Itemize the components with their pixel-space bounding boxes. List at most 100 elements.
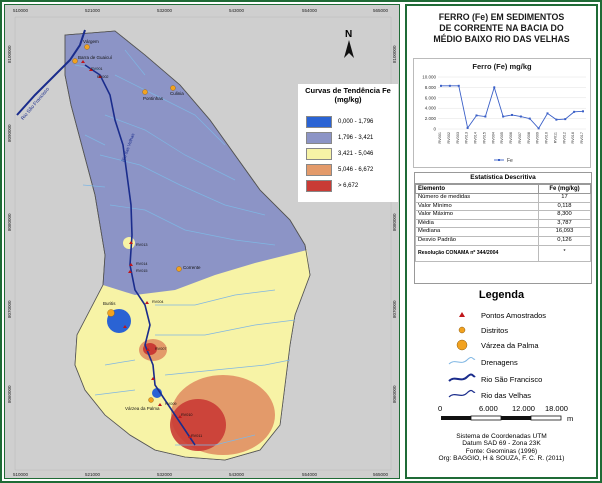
stat-label: Média [415,218,539,229]
stat-value: 0,118 [538,201,591,212]
curva-label: 3,421 - 5,046 [338,151,374,157]
x-tick-label: RV003 [456,132,460,144]
chart-svg: 0 2.000 4.000 6.000 8.000 10.000 RV001 RV002 RV0… [422,75,586,164]
stat-label: Valor Máximo [415,210,539,220]
swatch-purple [306,132,332,144]
legend-item: Drenagens [447,355,518,369]
place-corrente: Corrente [183,265,201,270]
left-tick-3: 8080000 [7,213,12,231]
y-tick-label: 10.000 [422,75,436,80]
x-tick-label: RV015 [482,132,486,144]
data-point [502,115,505,118]
credit-line: Sistema de Coordenadas UTM [456,433,547,440]
river-line-icon [447,372,477,386]
curva-label: 0,000 - 1,796 [338,119,374,125]
stats-header-val: Fe (mg/kg) [538,184,591,194]
point-label: RV002 [97,75,109,79]
top-tick-3: 532000 [157,8,173,13]
place-varzea: Várzea da Palma [125,406,160,411]
zone-red-large [170,399,226,451]
left-tick-4: 8070000 [7,300,12,318]
x-tick-label: RV017 [580,132,584,144]
title-line-1: FERRO (Fe) EM SEDIMENTOS [438,12,565,22]
data-point [511,113,513,116]
stat-label: Resolução CONAMA nº 344/2004 [415,244,539,262]
curva-label: 5,046 - 6,672 [338,167,374,173]
legend-label: Drenagens [481,357,518,367]
right-tick-5: 8060000 [392,385,397,403]
stats-table: Estatística Descritiva Elemento Fe (mg/kg… [414,172,592,284]
table-row: Desvio Padrão 0,126 [415,235,591,246]
x-tick-label: RV009 [536,132,540,144]
basin-map [14,16,392,471]
place-pontinhas: Pontinhas [143,96,164,101]
top-tick-5: 554000 [302,8,318,13]
data-point [475,114,478,117]
data-point [546,112,549,115]
legend-label: Distritos [481,325,509,335]
point-label: RV007 [155,347,167,351]
stat-value: 8,300 [538,210,591,220]
x-tick-label: RV004 [491,132,495,144]
bottom-tick-1: 510000 [13,472,29,477]
stat-label: Desvio Padrão [415,235,539,246]
x-tick-label: RV005 [500,132,504,144]
stat-value: * [538,244,591,262]
panel-title: FERRO (Fe) EM SEDIMENTOS DE CORRENTE NA … [407,12,596,45]
info-panel: FERRO (Fe) EM SEDIMENTOS DE CORRENTE NA … [405,4,598,479]
legend-label: Rio São Francisco [481,374,543,384]
data-point [582,110,584,113]
point-label: RV004 [152,300,164,304]
curva-label: > 6,672 [338,183,359,189]
y-tick-label: 2.000 [425,116,437,121]
legend-title: Legenda [478,289,525,301]
place-vargem: Várgem [83,39,99,44]
river2-line-icon [447,388,477,402]
zone-red-small [143,343,157,355]
legend-text: Fe [507,158,513,164]
data-point [448,84,451,87]
point-label: RV009 [165,402,177,406]
right-tick-1: 8100000 [392,45,397,63]
curva-row: 0,000 - 1,796 [306,116,373,128]
place-culinia: Culinia [170,91,184,96]
right-tick-4: 8070000 [392,300,397,318]
data-point [573,110,576,113]
stat-label: Valor Mínimo [415,201,539,212]
stats-header-el: Elemento [415,184,539,194]
sample-points [81,60,192,438]
top-tick-4: 543000 [229,8,245,13]
bottom-tick-5: 554000 [302,472,318,477]
title-line-3: MÉDIO BAIXO RIO DAS VELHAS [433,34,570,44]
legend-marker [498,159,500,161]
curva-row: > 6,672 [306,180,358,192]
data-point [457,84,460,87]
table-row: Mediana 16,093 [415,227,591,237]
scale-label-3: 18.000 [545,404,568,413]
legend-item: Distritos [447,323,508,337]
place-buritis: Buritis [103,301,116,306]
chart-title: Ferro (Fe) mg/kg [472,62,532,71]
credit-line: Org: BAGGIO, H & SOUZA, F. C. R. (2011) [438,455,565,463]
stat-value: 0,126 [538,235,591,246]
drainage-line-icon [447,355,477,369]
credit-line: Datum SAD 69 - Zona 23K [462,440,541,448]
x-tick-label: RV006 [509,132,513,144]
data-point [528,117,531,120]
right-tick-3: 8080000 [392,213,397,231]
swatch-red [306,180,332,192]
scale-label-0: 0 [438,404,443,413]
point-label: RV015 [136,269,148,273]
x-tick-label: RV013 [465,132,469,144]
data-point [564,118,567,121]
swatch-orange [306,164,332,176]
stat-label: Mediana [415,227,539,237]
top-tick-1: 510000 [13,8,29,13]
bottom-tick-3: 532000 [157,472,173,477]
curva-label: 1,796 - 3,421 [338,135,374,141]
y-tick-label: 4.000 [425,106,437,111]
title-line-2: DE CORRENTE NA BACIA DO [439,23,564,33]
scale-label-2: 12.000 [512,404,535,413]
x-tick-label: RV014 [474,132,478,144]
top-tick-6: 565000 [373,8,389,13]
